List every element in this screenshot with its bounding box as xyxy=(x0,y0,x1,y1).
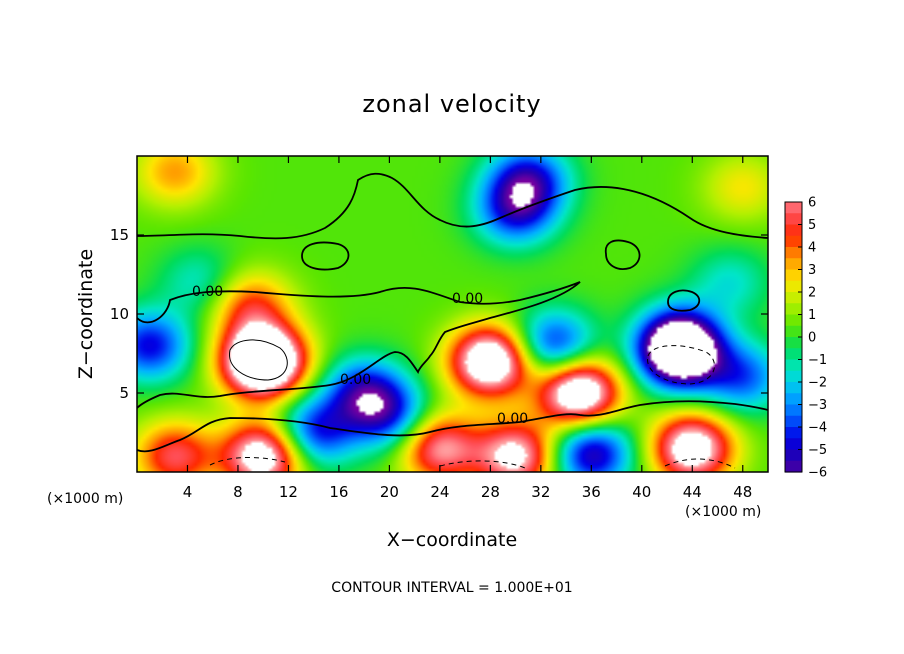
y-tick-label: 5 xyxy=(119,384,129,402)
x-tick-label: 8 xyxy=(233,483,243,501)
bottom-dashed-1 xyxy=(209,456,286,466)
colorbar-tick-label: 4 xyxy=(808,241,816,256)
colorbar-band xyxy=(785,427,802,439)
colorbar-band xyxy=(785,292,802,304)
colorbar-band xyxy=(785,247,802,259)
y-tick-label: 15 xyxy=(110,226,129,244)
colorbar-band xyxy=(785,202,802,214)
contour-label: 0.00 xyxy=(340,372,371,388)
x-tick-label: 40 xyxy=(632,483,651,501)
colorbar-tick-label: 5 xyxy=(808,218,816,233)
y-unit-note: (×1000 m) xyxy=(47,491,123,507)
x-tick-label: 36 xyxy=(582,483,601,501)
zero-contour-lower xyxy=(137,400,768,453)
colorbar-band xyxy=(785,415,802,428)
colorbar-tick-label: 6 xyxy=(808,196,816,211)
y-axis-label: Z−coordinate xyxy=(75,249,97,379)
colorbar-tick-label: 2 xyxy=(808,286,816,301)
colorbar-band xyxy=(785,348,802,361)
colorbar-tick-label: 0 xyxy=(808,331,816,346)
colorbar-tick-label: −1 xyxy=(808,353,827,368)
inner-contour-left xyxy=(229,339,288,381)
colorbar-band xyxy=(785,269,802,282)
x-tick-label: 16 xyxy=(329,483,348,501)
colorbar: 6 5 4 3 2 1 0 −1 −2 −3 −4 −5 −6 xyxy=(784,196,827,481)
colorbar-band xyxy=(785,235,802,248)
bottom-dashed-3 xyxy=(664,458,736,469)
colorbar-band xyxy=(785,404,802,417)
colorbar-band xyxy=(785,370,802,383)
colorbar-tick-label: 1 xyxy=(808,308,816,323)
x-tick-label: 44 xyxy=(683,483,702,501)
colorbar-band xyxy=(785,280,802,293)
x-tick-label: 4 xyxy=(183,483,193,501)
colorbar-band xyxy=(785,303,802,316)
colorbar-band xyxy=(785,359,802,372)
colorbar-band xyxy=(785,337,802,349)
contour-lines xyxy=(137,172,768,469)
contour-label: 0.00 xyxy=(452,291,483,307)
bottom-dashed-2 xyxy=(439,460,526,469)
x-tick-label: 32 xyxy=(531,483,550,501)
x-tick-label: 24 xyxy=(430,483,449,501)
chart-title: zonal velocity xyxy=(362,90,541,118)
colorbar-band xyxy=(785,314,802,327)
colorbar-band xyxy=(785,438,802,451)
contour-interval-note: CONTOUR INTERVAL = 1.000E+01 xyxy=(331,580,572,596)
y-tick-label: 10 xyxy=(110,305,129,323)
small-contour-1 xyxy=(301,241,350,271)
y-axis-ticks: 5 10 15 xyxy=(110,226,768,402)
zero-contour-middle xyxy=(137,281,581,409)
colorbar-tick-label: −4 xyxy=(808,421,827,436)
colorbar-band xyxy=(785,213,802,226)
x-unit-note: (×1000 m) xyxy=(685,504,761,520)
x-tick-label: 48 xyxy=(733,483,752,501)
colorbar-tick-label: −3 xyxy=(808,398,827,413)
x-tick-label: 12 xyxy=(279,483,298,501)
x-tick-label: 20 xyxy=(380,483,399,501)
colorbar-band xyxy=(785,224,802,237)
x-axis-label: X−coordinate xyxy=(387,529,517,551)
colorbar-tick-label: −5 xyxy=(808,443,827,458)
heatmap-field xyxy=(137,156,768,472)
colorbar-band xyxy=(785,449,802,462)
colorbar-band xyxy=(785,258,802,271)
colorbar-band xyxy=(785,382,802,394)
colorbar-band xyxy=(785,393,802,406)
x-axis-ticks: 4 8 12 16 20 24 28 32 36 40 44 48 xyxy=(183,156,752,501)
zero-contour-upper xyxy=(137,172,768,240)
contour-label: 0.00 xyxy=(192,284,223,300)
small-contour-3 xyxy=(667,289,701,312)
colorbar-band xyxy=(785,460,802,473)
colorbar-tick-label: −2 xyxy=(808,376,827,391)
x-tick-label: 28 xyxy=(481,483,500,501)
inner-contour-right-dashed xyxy=(647,345,715,385)
colorbar-tick-label: 3 xyxy=(808,263,816,278)
colorbar-band xyxy=(785,325,802,338)
contour-label: 0.00 xyxy=(497,411,528,427)
small-contour-2 xyxy=(604,239,641,270)
velocity-field-image xyxy=(137,156,768,472)
colorbar-tick-label: −6 xyxy=(808,466,827,481)
